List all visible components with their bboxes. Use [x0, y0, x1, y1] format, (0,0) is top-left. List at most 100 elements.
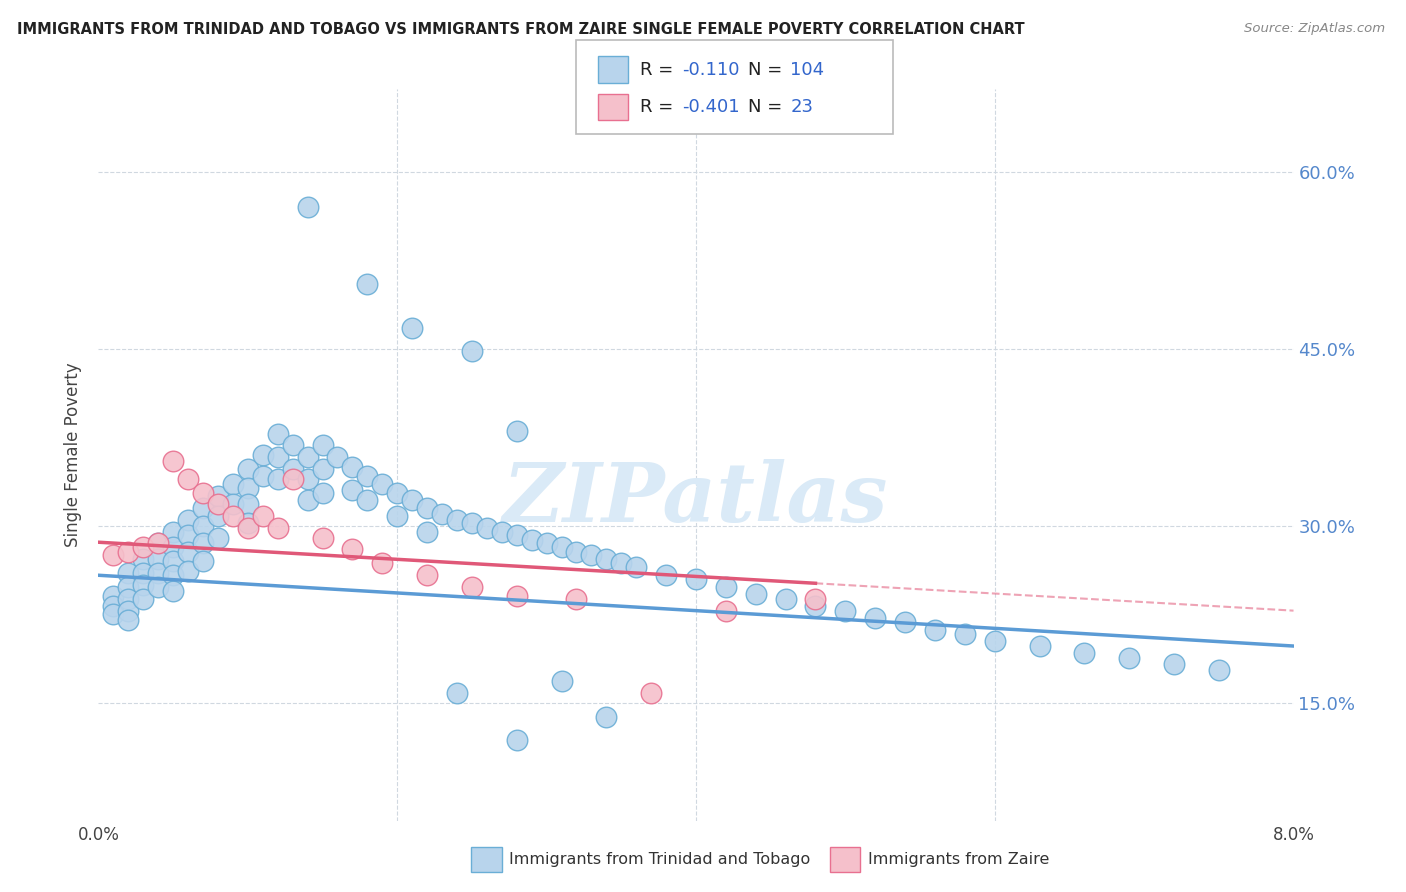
- Point: [297, 200, 319, 214]
- Point: [132, 566, 155, 580]
- Point: [506, 425, 529, 439]
- Point: [461, 516, 484, 531]
- Point: [610, 557, 633, 571]
- Point: [177, 544, 200, 558]
- Point: [162, 454, 184, 468]
- Point: [132, 591, 155, 606]
- Point: [103, 607, 125, 622]
- Point: [371, 557, 394, 571]
- Point: [222, 477, 245, 491]
- Point: [311, 462, 333, 476]
- Point: [834, 604, 856, 618]
- Point: [804, 591, 827, 606]
- Point: [236, 462, 259, 476]
- Point: [207, 489, 229, 503]
- Point: [356, 492, 378, 507]
- Point: [342, 542, 364, 557]
- Point: [1028, 639, 1050, 653]
- Text: -0.110: -0.110: [682, 61, 740, 78]
- Point: [177, 513, 200, 527]
- Point: [191, 536, 214, 550]
- Point: [520, 533, 543, 547]
- Point: [461, 344, 484, 359]
- Point: [236, 481, 259, 495]
- Point: [281, 471, 304, 485]
- Point: [581, 548, 603, 562]
- Point: [461, 580, 484, 594]
- Point: [401, 492, 423, 507]
- Point: [252, 469, 274, 483]
- Point: [356, 469, 378, 483]
- Point: [117, 544, 139, 558]
- Point: [924, 623, 946, 637]
- Point: [148, 566, 170, 580]
- Point: [207, 498, 229, 512]
- Point: [132, 540, 155, 554]
- Point: [148, 580, 170, 594]
- Point: [117, 604, 139, 618]
- Point: [342, 483, 364, 498]
- Point: [281, 462, 304, 476]
- Point: [297, 492, 319, 507]
- Point: [446, 513, 468, 527]
- Text: R =: R =: [640, 61, 679, 78]
- Point: [326, 450, 349, 465]
- Point: [655, 568, 678, 582]
- Point: [236, 521, 259, 535]
- Point: [177, 564, 200, 578]
- Point: [385, 509, 409, 524]
- Point: [401, 320, 423, 334]
- Point: [416, 568, 439, 582]
- Point: [148, 536, 170, 550]
- Point: [550, 674, 572, 689]
- Point: [371, 477, 394, 491]
- Point: [222, 498, 245, 512]
- Text: Source: ZipAtlas.com: Source: ZipAtlas.com: [1244, 22, 1385, 36]
- Text: IMMIGRANTS FROM TRINIDAD AND TOBAGO VS IMMIGRANTS FROM ZAIRE SINGLE FEMALE POVER: IMMIGRANTS FROM TRINIDAD AND TOBAGO VS I…: [17, 22, 1025, 37]
- Point: [132, 577, 155, 591]
- Point: [640, 686, 662, 700]
- Point: [416, 501, 439, 516]
- Point: [252, 448, 274, 462]
- Point: [506, 733, 529, 747]
- Text: 104: 104: [790, 61, 824, 78]
- Point: [536, 536, 558, 550]
- Point: [222, 509, 245, 524]
- Point: [804, 599, 827, 613]
- Point: [148, 551, 170, 566]
- Point: [595, 551, 617, 566]
- Point: [162, 554, 184, 568]
- Point: [506, 528, 529, 542]
- Point: [953, 627, 976, 641]
- Text: ZIPatlas: ZIPatlas: [503, 458, 889, 539]
- Point: [267, 450, 290, 465]
- Point: [132, 551, 155, 566]
- Point: [356, 277, 378, 291]
- Point: [446, 686, 468, 700]
- Point: [311, 438, 333, 452]
- Y-axis label: Single Female Poverty: Single Female Poverty: [65, 363, 83, 547]
- Point: [626, 560, 648, 574]
- Point: [297, 450, 319, 465]
- Point: [103, 590, 125, 604]
- Point: [103, 599, 125, 613]
- Point: [207, 509, 229, 524]
- Point: [117, 591, 139, 606]
- Point: [565, 544, 588, 558]
- Point: [342, 459, 364, 474]
- Point: [595, 710, 617, 724]
- Point: [311, 485, 333, 500]
- Point: [491, 524, 513, 539]
- Text: -0.401: -0.401: [682, 98, 740, 116]
- Point: [191, 501, 214, 516]
- Point: [267, 471, 290, 485]
- Point: [103, 548, 125, 562]
- Point: [506, 590, 529, 604]
- Text: N =: N =: [748, 61, 787, 78]
- Point: [191, 485, 214, 500]
- Text: N =: N =: [748, 98, 787, 116]
- Point: [281, 438, 304, 452]
- Point: [714, 604, 737, 618]
- Text: Immigrants from Trinidad and Tobago: Immigrants from Trinidad and Tobago: [509, 853, 810, 867]
- Point: [252, 509, 274, 524]
